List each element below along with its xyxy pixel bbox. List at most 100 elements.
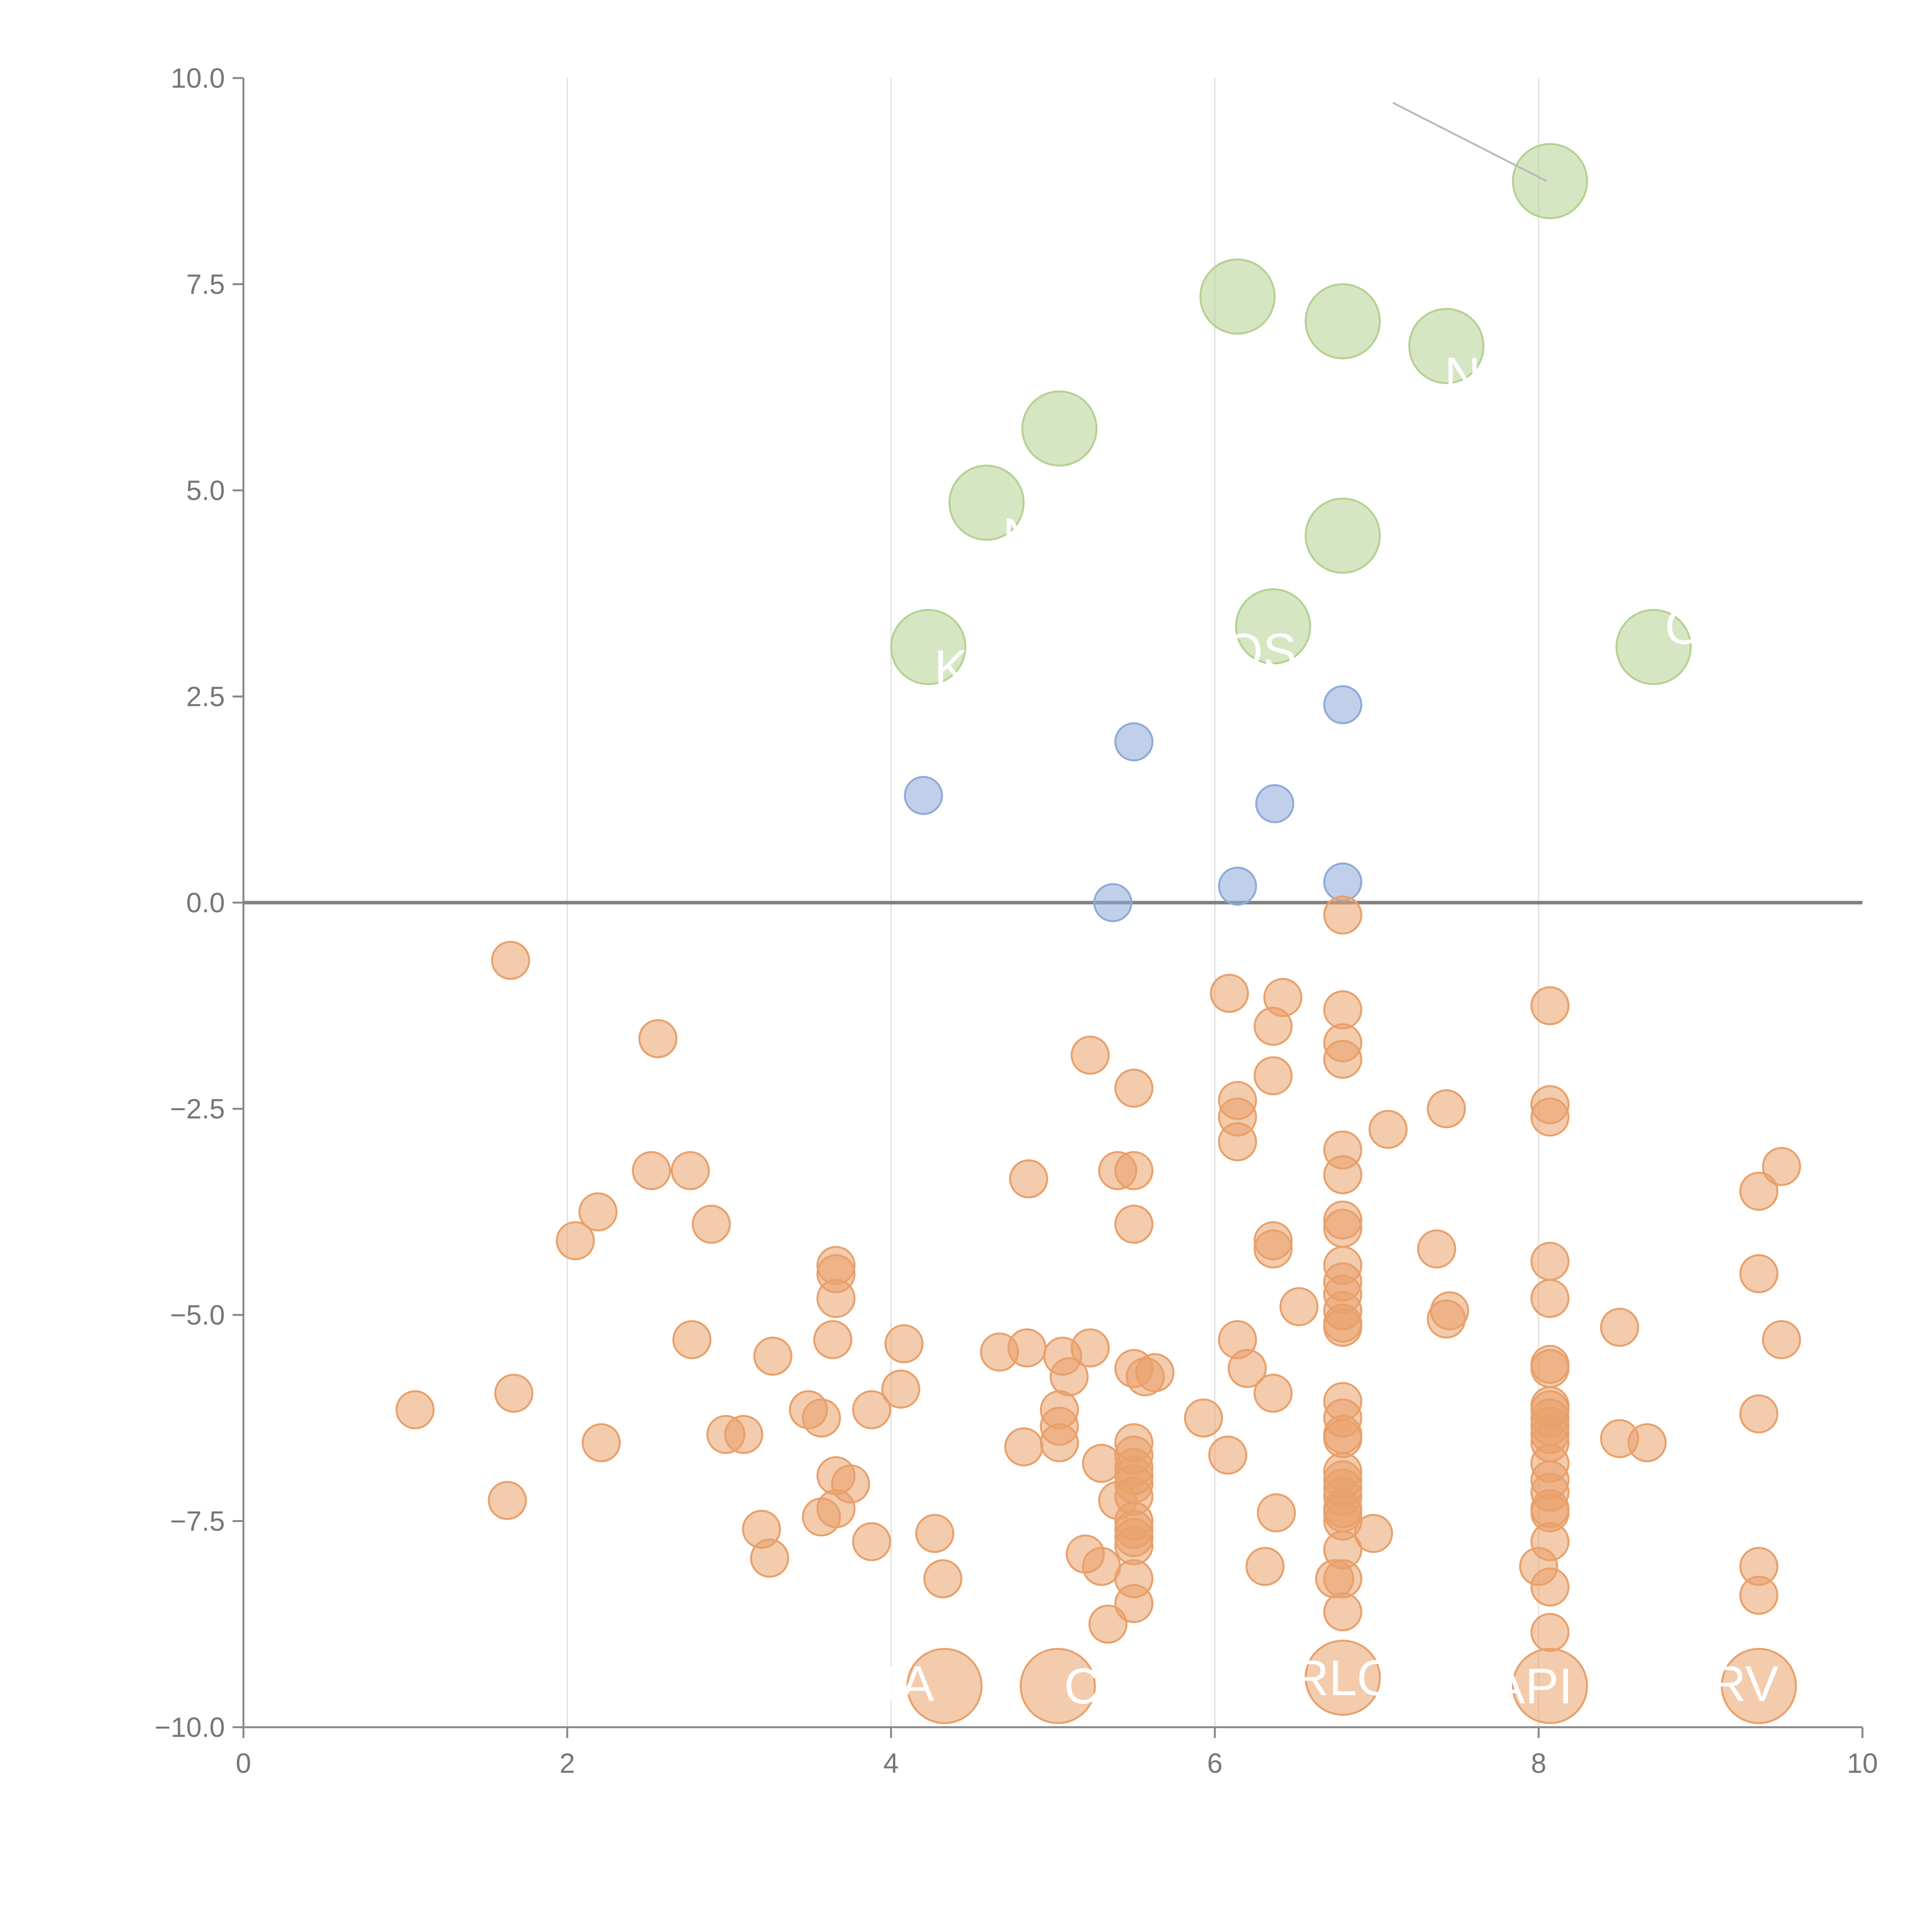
data-point-orange <box>1253 1007 1293 1046</box>
data-point-orange <box>813 1320 852 1359</box>
data-point-blue <box>1114 722 1153 762</box>
data-point-orange <box>1020 1648 1096 1724</box>
data-point-blue <box>1093 883 1133 922</box>
data-point-green <box>1615 609 1692 685</box>
x-tick-label: 0 <box>236 1748 251 1779</box>
x-tick-label: 2 <box>560 1748 575 1779</box>
data-point-green <box>1199 259 1276 335</box>
data-point-orange <box>1304 1639 1381 1716</box>
data-point-orange <box>1114 1204 1153 1244</box>
data-point-orange <box>1323 1039 1362 1079</box>
data-point-orange <box>1739 1394 1779 1434</box>
y-tick-label: 10.0 <box>171 63 225 94</box>
point-label: RV <box>1710 1655 1779 1712</box>
point-label: TA <box>874 1655 934 1712</box>
data-point-orange <box>1323 1592 1362 1631</box>
data-point-orange <box>923 1559 963 1599</box>
data-point-orange <box>1600 1308 1639 1347</box>
data-point-orange <box>802 1398 841 1438</box>
data-point-orange <box>1417 1229 1456 1269</box>
data-point-orange <box>1762 1147 1801 1186</box>
data-point-orange <box>582 1423 621 1463</box>
data-point-orange <box>1530 1279 1570 1318</box>
data-point-orange <box>1739 1576 1779 1615</box>
data-point-orange <box>881 1369 920 1409</box>
data-point-orange <box>1126 1357 1165 1396</box>
data-point-orange <box>1004 1427 1044 1466</box>
y-tick-label: −7.5 <box>170 1506 225 1537</box>
data-point-orange <box>1762 1320 1801 1359</box>
data-point-blue <box>904 776 943 815</box>
data-point-orange <box>1210 974 1249 1013</box>
data-point-orange <box>1354 1514 1393 1553</box>
y-tick-label: 0.0 <box>186 888 225 918</box>
data-point-green <box>1408 308 1485 384</box>
data-point-orange <box>1368 1110 1408 1149</box>
data-point-orange <box>1530 1242 1570 1281</box>
data-point-orange <box>1114 1526 1153 1566</box>
x-tick-label: 4 <box>883 1748 899 1779</box>
data-point-orange <box>724 1415 764 1454</box>
data-point-orange <box>1009 1159 1048 1199</box>
data-point-orange <box>632 1151 671 1190</box>
data-point-orange <box>1530 1613 1570 1652</box>
data-point-green <box>1304 497 1381 574</box>
data-point-orange <box>1512 1648 1588 1724</box>
data-point-orange <box>1049 1357 1089 1396</box>
data-point-orange <box>852 1522 891 1561</box>
data-point-orange <box>1323 990 1362 1029</box>
data-point-orange <box>1184 1398 1223 1438</box>
data-point-orange <box>1040 1423 1079 1463</box>
data-point-orange <box>488 1481 527 1520</box>
data-point-orange <box>1208 1435 1248 1475</box>
data-point-orange <box>1427 1089 1466 1128</box>
point-label: O <box>1665 598 1704 655</box>
points-layer <box>395 143 1801 1724</box>
data-point-orange <box>1253 1229 1293 1269</box>
data-point-orange <box>1530 1349 1570 1388</box>
data-point-orange <box>1628 1423 1667 1463</box>
point-label: N <box>1444 347 1481 403</box>
data-point-orange <box>1245 1547 1285 1586</box>
data-point-orange <box>906 1648 983 1724</box>
data-point-orange <box>1114 1584 1153 1623</box>
data-point-orange <box>1323 1419 1362 1458</box>
data-point-orange <box>1739 1254 1779 1293</box>
data-point-orange <box>1323 1155 1362 1194</box>
data-point-orange <box>1323 1209 1362 1248</box>
data-point-orange <box>816 1279 856 1318</box>
x-tick-label: 10 <box>1847 1748 1878 1779</box>
data-point-green <box>1235 588 1311 665</box>
y-tick-label: −2.5 <box>170 1094 225 1125</box>
data-point-orange <box>670 1151 710 1190</box>
point-label: K <box>934 639 968 696</box>
data-point-orange <box>1427 1299 1466 1339</box>
data-point-orange <box>1721 1648 1797 1724</box>
data-point-blue <box>1255 784 1294 823</box>
data-point-orange <box>1257 1493 1296 1532</box>
data-point-green <box>1512 143 1588 219</box>
axes-layer: 10.0 7.5 5.0 2.5 0.0 −2.5 −5.0 −7.5 −10.0 0 2 4 6 8 10 <box>155 63 1878 1779</box>
data-point-blue <box>1323 862 1362 902</box>
point-label: C <box>1064 1658 1100 1714</box>
y-tick-label: 2.5 <box>186 682 225 713</box>
data-point-orange <box>1114 1151 1153 1190</box>
data-point-orange <box>1007 1328 1047 1367</box>
label-leader-line <box>1392 102 1548 182</box>
data-point-orange <box>638 1019 678 1058</box>
data-point-orange <box>1114 1068 1153 1108</box>
data-point-orange <box>1279 1287 1319 1327</box>
y-tick-label: 7.5 <box>186 269 225 300</box>
data-point-orange <box>1218 1122 1257 1162</box>
data-point-orange <box>1088 1604 1128 1644</box>
data-point-orange <box>494 1374 534 1413</box>
y-tick-label: −5.0 <box>170 1300 225 1331</box>
data-point-orange <box>395 1390 435 1429</box>
data-point-green <box>948 464 1025 541</box>
x-tick-label: 6 <box>1207 1748 1223 1779</box>
data-point-orange <box>1323 1308 1362 1347</box>
data-point-orange <box>491 940 530 980</box>
data-point-orange <box>753 1337 793 1376</box>
point-label: N <box>1002 507 1039 564</box>
